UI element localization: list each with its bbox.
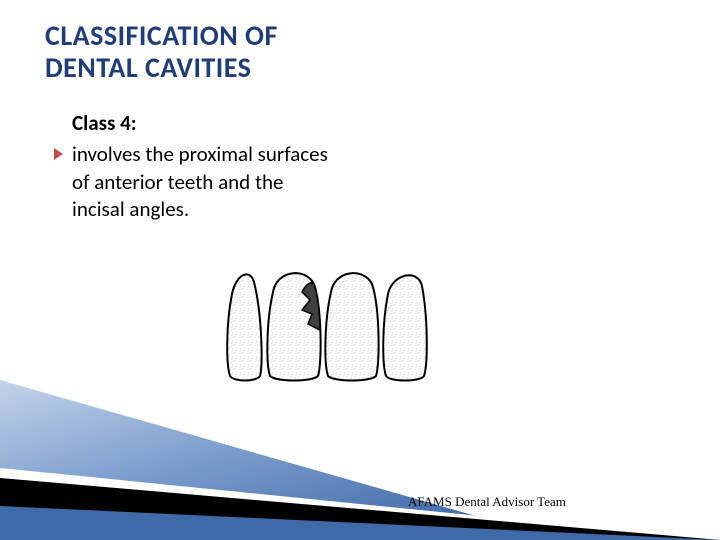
bullet-text: involves the proximal surfaces of anteri… [72,141,332,223]
teeth-diagram [222,264,432,384]
bullet-row: involves the proximal surfaces of anteri… [72,141,332,223]
slide-title: CLASSIFICATION OF DENTAL CAVITIES [45,20,278,84]
title-line-2: DENTAL CAVITIES [45,52,278,84]
title-line-1: CLASSIFICATION OF [45,20,278,52]
bullet-icon [54,148,64,160]
class-label: Class 4: [72,110,332,137]
footer-text: AFAMS Dental Advisor Team [408,494,566,510]
body-text: Class 4: involves the proximal surfaces … [72,110,332,223]
slide: CLASSIFICATION OF DENTAL CAVITIES Class … [0,0,720,540]
